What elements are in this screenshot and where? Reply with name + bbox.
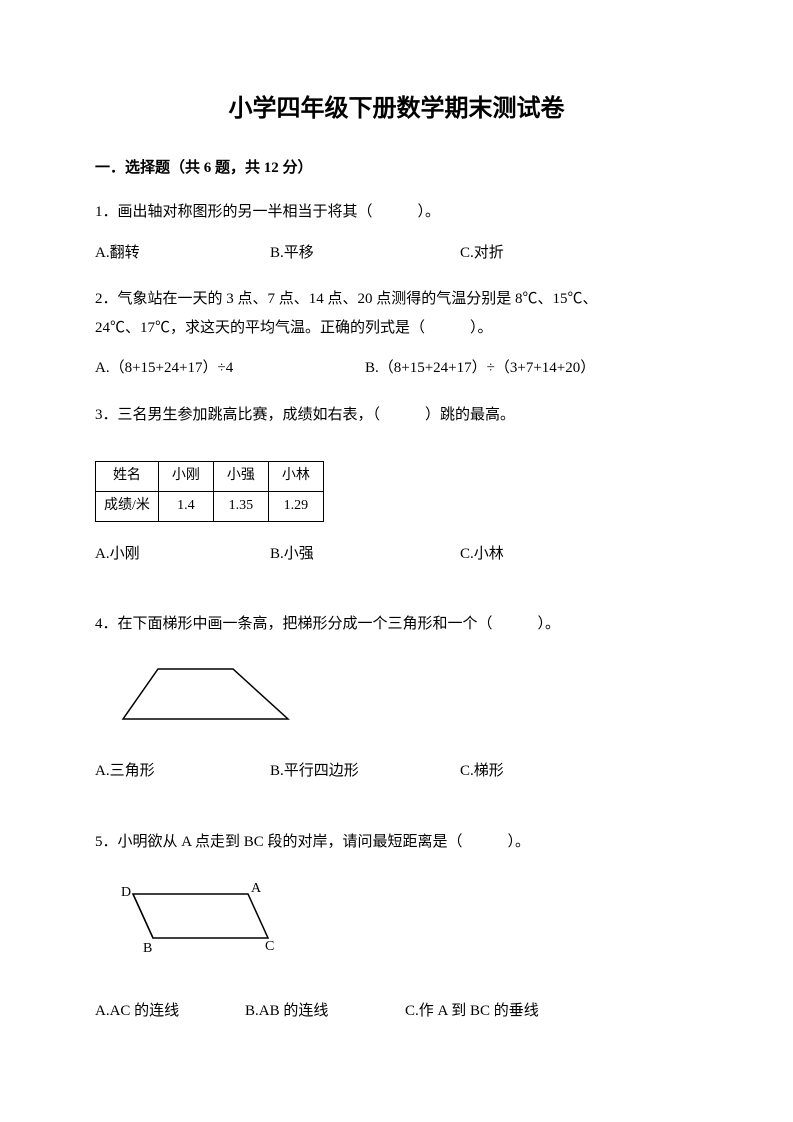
label-a: A [251,881,262,896]
q1-options: A.翻转 B.平移 C.对折 [95,239,698,268]
question-1: 1．画出轴对称图形的另一半相当于将其（ ）。 A.翻转 B.平移 C.对折 [95,198,698,267]
q1-option-a: A.翻转 [95,239,270,268]
q5-option-c: C.作 A 到 BC 的垂线 [405,997,539,1026]
table-cell: 小林 [268,462,323,492]
question-4: 4．在下面梯形中画一条高，把梯形分成一个三角形和一个（ ）。 A.三角形 B.平… [95,610,698,786]
table-cell: 1.29 [268,491,323,521]
table-cell: 姓名 [96,462,159,492]
parallelogram-figure: D A B C [103,876,303,956]
q2-text: 2．气象站在一天的 3 点、7 点、14 点、20 点测得的气温分别是 8℃、1… [95,285,698,342]
q4-option-b: B.平行四边形 [270,757,460,786]
q1-text: 1．画出轴对称图形的另一半相当于将其（ ）。 [95,198,698,227]
question-5: 5．小明欲从 A 点走到 BC 段的对岸，请问最短距离是（ ）。 D A B C… [95,828,698,1026]
q5-options: A.AC 的连线 B.AB 的连线 C.作 A 到 BC 的垂线 [95,997,698,1026]
q4-option-a: A.三角形 [95,757,270,786]
q3-text: 3．三名男生参加跳高比赛，成绩如右表，（ ）跳的最高。 [95,401,698,430]
q3-option-b: B.小强 [270,540,460,569]
q4-option-c: C.梯形 [460,757,620,786]
q3-option-a: A.小刚 [95,540,270,569]
q2-line2: 24℃、17℃，求这天的平均气温。正确的列式是（ ）。 [95,320,493,336]
q5-option-b: B.AB 的连线 [245,997,405,1026]
q2-line1: 2．气象站在一天的 3 点、7 点、14 点、20 点测得的气温分别是 8℃、1… [95,291,598,307]
parallelogram-shape [133,894,268,938]
q3-options: A.小刚 B.小强 C.小林 [95,540,698,569]
q5-text: 5．小明欲从 A 点走到 BC 段的对岸，请问最短距离是（ ）。 [95,828,698,857]
trapezoid-shape [123,669,288,719]
q3-table: 姓名 小刚 小强 小林 成绩/米 1.4 1.35 1.29 [95,461,324,521]
q2-option-a: A.（8+15+24+17）÷4 [95,354,365,383]
table-cell: 1.35 [213,491,268,521]
q1-option-b: B.平移 [270,239,460,268]
q3-option-c: C.小林 [460,540,620,569]
table-cell: 小刚 [158,462,213,492]
trapezoid-figure [103,659,303,729]
diagonal-line [133,894,153,938]
label-d: D [121,885,131,900]
question-2: 2．气象站在一天的 3 点、7 点、14 点、20 点测得的气温分别是 8℃、1… [95,285,698,383]
table-cell: 1.4 [158,491,213,521]
q4-options: A.三角形 B.平行四边形 C.梯形 [95,757,698,786]
q2-options: A.（8+15+24+17）÷4 B.（8+15+24+17）÷（3+7+14+… [95,354,698,383]
q5-option-a: A.AC 的连线 [95,997,245,1026]
table-row: 姓名 小刚 小强 小林 [96,462,324,492]
question-3: 3．三名男生参加跳高比赛，成绩如右表，（ ）跳的最高。 姓名 小刚 小强 小林 … [95,401,698,568]
q1-option-c: C.对折 [460,239,620,268]
table-row: 成绩/米 1.4 1.35 1.29 [96,491,324,521]
table-cell: 成绩/米 [96,491,159,521]
label-b: B [143,941,152,956]
label-c: C [265,939,274,954]
page-title: 小学四年级下册数学期末测试卷 [95,90,698,128]
q2-option-b: B.（8+15+24+17）÷（3+7+14+20） [365,354,595,383]
q4-text: 4．在下面梯形中画一条高，把梯形分成一个三角形和一个（ ）。 [95,610,698,639]
section-header: 一．选择题（共 6 题，共 12 分） [95,156,698,180]
table-cell: 小强 [213,462,268,492]
